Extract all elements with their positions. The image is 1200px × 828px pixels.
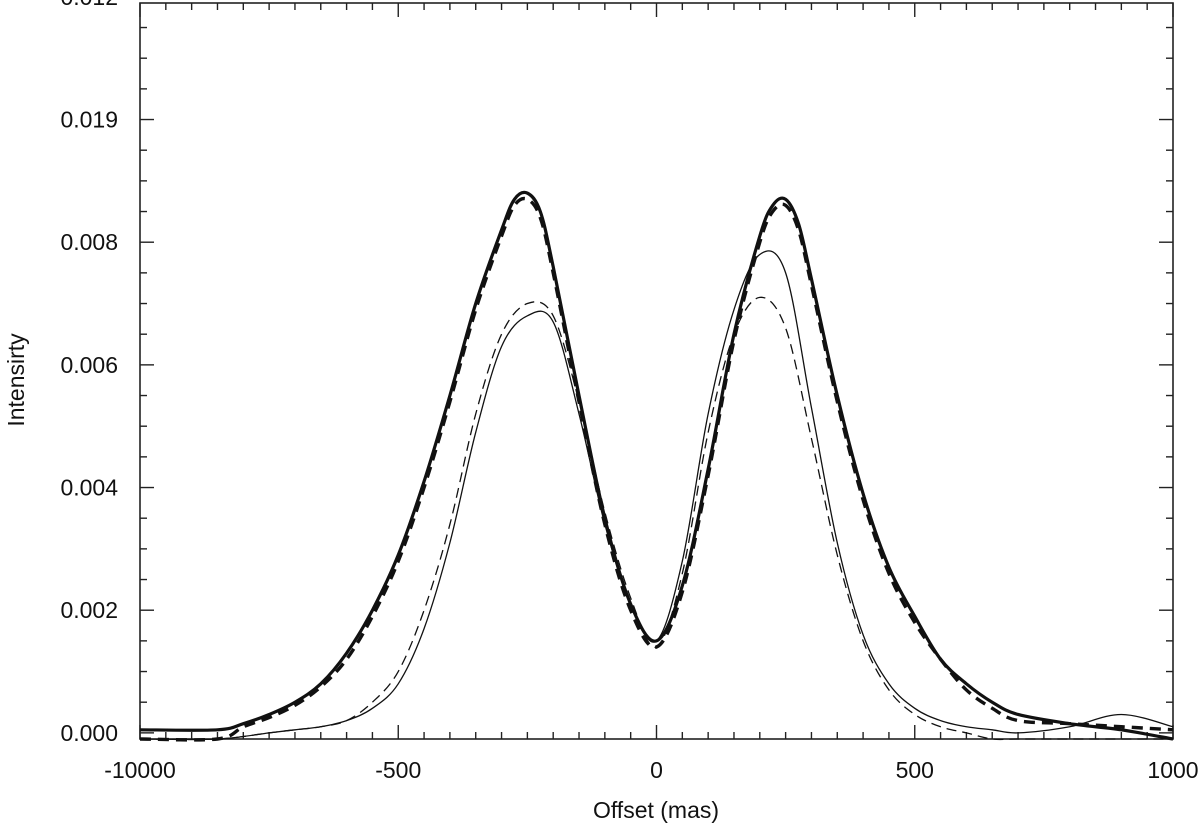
y-tick-label: 0.012 [60, 0, 118, 10]
x-axis-title: Offset (mas) [593, 797, 719, 823]
tick-labels: -10000 -500 0 500 1000 0.000 0.002 0.004 0.006 0.… [60, 0, 1198, 783]
y-tick-label: 0.019 [60, 107, 118, 133]
plot-frame [139, 2, 1174, 740]
y-tick-label: 0.008 [60, 229, 118, 255]
series-line-thin-solid [139, 250, 1174, 741]
x-tick-label: 500 [896, 757, 934, 783]
y-tick-label: 0.000 [60, 720, 118, 746]
axis-ticks [139, 3, 1174, 739]
y-tick-label: 0.002 [60, 597, 118, 623]
y-tick-label: 0.006 [60, 352, 118, 378]
series-line-thick-solid [139, 190, 1174, 741]
x-tick-label: -500 [375, 757, 421, 783]
x-tick-label: 1000 [1147, 757, 1198, 783]
series-line-thin-dashed [139, 296, 1173, 741]
series-group [139, 190, 1174, 742]
x-tick-label: 0 [650, 757, 663, 783]
series-line-thick-dashed [139, 196, 1174, 742]
y-tick-label: 0.004 [60, 475, 118, 501]
y-axis-title: Intensirty [3, 333, 29, 427]
x-tick-label: -10000 [104, 757, 176, 783]
